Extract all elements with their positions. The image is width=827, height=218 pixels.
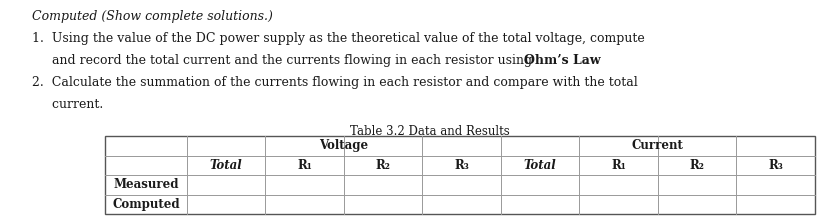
Text: Table 3.2 Data and Results: Table 3.2 Data and Results bbox=[350, 125, 509, 138]
Text: Ohm’s Law: Ohm’s Law bbox=[523, 54, 600, 67]
Text: .: . bbox=[583, 54, 587, 67]
Text: Total: Total bbox=[523, 159, 556, 172]
Text: R₂: R₂ bbox=[689, 159, 704, 172]
Text: R₁: R₁ bbox=[610, 159, 625, 172]
Text: Voltage: Voltage bbox=[318, 139, 368, 152]
Text: R₂: R₂ bbox=[375, 159, 390, 172]
Text: 1.  Using the value of the DC power supply as the theoretical value of the total: 1. Using the value of the DC power suppl… bbox=[32, 32, 644, 45]
Text: 2.  Calculate the summation of the currents flowing in each resistor and compare: 2. Calculate the summation of the curren… bbox=[32, 76, 637, 89]
Text: Computed: Computed bbox=[112, 198, 179, 211]
Text: R₁: R₁ bbox=[297, 159, 312, 172]
Text: Measured: Measured bbox=[113, 178, 179, 191]
Text: Total: Total bbox=[209, 159, 242, 172]
Text: Current: Current bbox=[631, 139, 683, 152]
Text: R₃: R₃ bbox=[767, 159, 782, 172]
Text: Computed (Show complete solutions.): Computed (Show complete solutions.) bbox=[32, 10, 273, 23]
Text: current.: current. bbox=[32, 98, 103, 111]
Text: R₃: R₃ bbox=[453, 159, 468, 172]
Bar bbox=[105, 136, 814, 214]
Text: and record the total current and the currents flowing in each resistor using: and record the total current and the cur… bbox=[32, 54, 535, 67]
